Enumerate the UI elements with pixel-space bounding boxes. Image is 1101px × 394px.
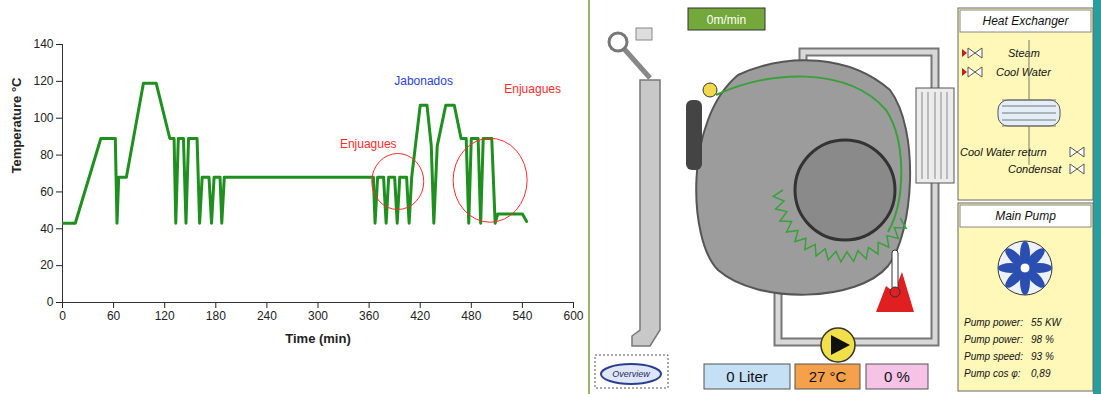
svg-text:0 Liter: 0 Liter: [726, 368, 768, 385]
svg-text:0 %: 0 %: [884, 368, 910, 385]
svg-text:100: 100: [33, 111, 53, 125]
svg-text:360: 360: [359, 309, 379, 323]
svg-text:420: 420: [410, 309, 430, 323]
svg-text:Pump cos φ:: Pump cos φ:: [964, 368, 1021, 379]
svg-text:93 %: 93 %: [1031, 351, 1054, 362]
svg-text:Heat Exchanger: Heat Exchanger: [982, 14, 1069, 28]
svg-text:55 KW: 55 KW: [1031, 317, 1063, 328]
svg-text:120: 120: [155, 309, 175, 323]
svg-text:Enjuagues: Enjuagues: [340, 137, 397, 151]
svg-text:140: 140: [33, 37, 53, 51]
svg-text:40: 40: [40, 222, 54, 236]
svg-text:300: 300: [308, 309, 328, 323]
svg-text:Temperature °C: Temperature °C: [9, 77, 24, 174]
svg-text:600: 600: [563, 309, 583, 323]
svg-text:60: 60: [40, 185, 54, 199]
svg-text:0: 0: [47, 295, 54, 309]
svg-text:0,89: 0,89: [1031, 368, 1051, 379]
svg-text:180: 180: [206, 309, 226, 323]
svg-text:60: 60: [107, 309, 121, 323]
svg-text:0: 0: [59, 309, 66, 323]
svg-text:Condensat: Condensat: [1008, 163, 1062, 175]
svg-text:480: 480: [461, 309, 481, 323]
svg-text:Jabonados: Jabonados: [394, 74, 453, 88]
svg-text:Steam: Steam: [1008, 47, 1040, 59]
svg-text:120: 120: [33, 74, 53, 88]
svg-text:Cool Water return: Cool Water return: [960, 146, 1047, 158]
svg-text:Pump power:: Pump power:: [964, 334, 1023, 345]
svg-text:98 %: 98 %: [1031, 334, 1054, 345]
svg-text:Overview: Overview: [612, 369, 650, 379]
svg-text:Main Pump: Main Pump: [995, 209, 1056, 223]
svg-text:240: 240: [257, 309, 277, 323]
svg-text:Cool Water: Cool Water: [996, 66, 1052, 78]
svg-text:Pump power:: Pump power:: [964, 317, 1023, 328]
svg-text:540: 540: [512, 309, 532, 323]
svg-text:0m/min: 0m/min: [707, 13, 746, 27]
svg-text:20: 20: [40, 258, 54, 272]
svg-text:Enjuagues: Enjuagues: [504, 82, 561, 96]
svg-text:27 °C: 27 °C: [809, 368, 847, 385]
svg-text:80: 80: [40, 148, 54, 162]
svg-text:Pump speed:: Pump speed:: [964, 351, 1023, 362]
svg-text:Time (min): Time (min): [285, 331, 351, 346]
